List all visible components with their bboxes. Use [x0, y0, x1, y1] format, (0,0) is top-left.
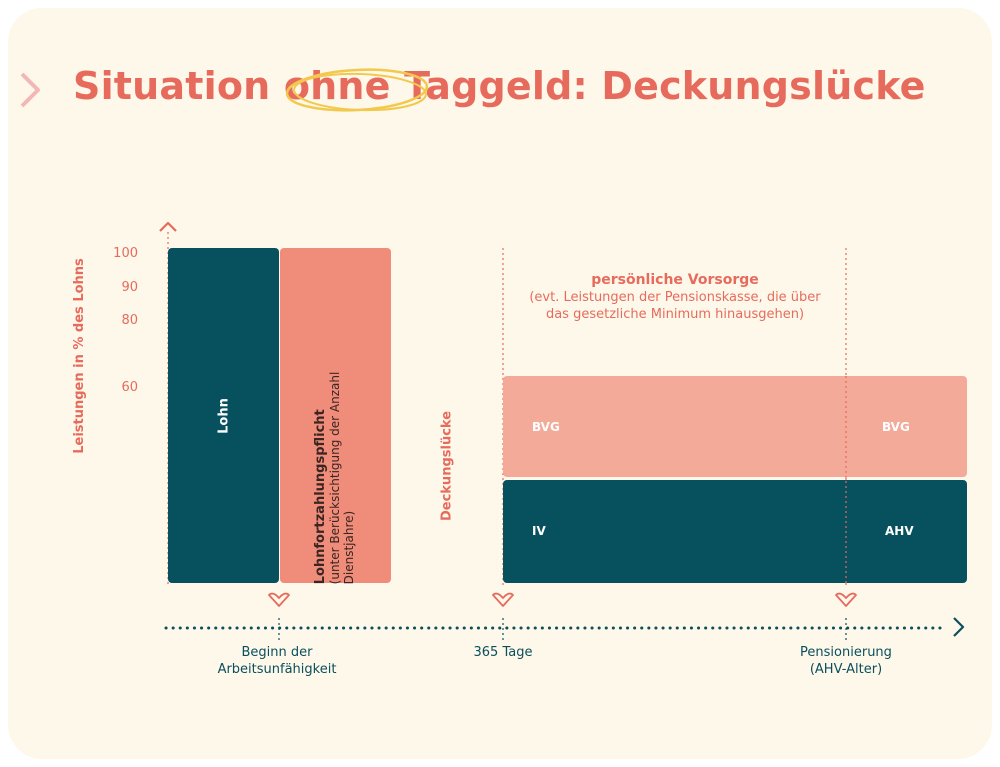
heart-chevron-icon [835, 592, 857, 607]
x-label-pension-line-2: (AHV-Alter) [809, 662, 883, 677]
lohnfortzahlung-title: Lohnfortzahlungspflicht [313, 409, 328, 585]
y-axis-label: Leistungen in % des Lohns [72, 258, 87, 454]
x-label-start-line-2: Arbeitsunfähigkeit [217, 662, 337, 677]
bvg-right-label: BVG [882, 420, 910, 434]
band-divider [845, 376, 847, 583]
chevron-right-icon [20, 72, 40, 108]
title-part-1: Situation [73, 64, 284, 108]
deckungsluecke-label: Deckungslücke [439, 410, 455, 522]
iv-ahv-band [503, 480, 967, 583]
lohnfortzahlung-note-1: (unter Berücksichtigung der Anzahl [328, 371, 342, 585]
x-label-start-line-1: Beginn der [241, 645, 313, 660]
x-label-start: Beginn der Arbeitsunfähigkeit [197, 644, 357, 678]
y-tick-80: 80 [121, 313, 138, 328]
iv-label: IV [532, 524, 546, 538]
y-tick-100: 100 [113, 246, 138, 261]
y-tick-90: 90 [121, 280, 138, 295]
bvg-left-label: BVG [532, 420, 560, 434]
lohnfortzahlung-bar [280, 248, 391, 583]
x-label-pension-line-1: Pensionierung [800, 645, 892, 660]
timeline-axis [164, 618, 942, 640]
x-label-pension: Pensionierung (AHV-Alter) [766, 644, 926, 678]
lohn-bar [168, 248, 279, 583]
arrow-right-icon [953, 617, 965, 637]
lohnfortzahlung-label: Lohnfortzahlungspflicht (unter Berücksic… [313, 371, 356, 585]
heart-chevron-icon [268, 592, 290, 607]
bvg-band [503, 376, 967, 477]
x-label-365: 365 Tage [473, 645, 533, 660]
personal-provision-line-1: (evt. Leistungen der Pensionskasse, die … [529, 290, 821, 305]
y-tick-60: 60 [121, 380, 138, 395]
highlight-scribble [285, 68, 429, 112]
personal-provision-title: persönliche Vorsorge [591, 272, 759, 288]
heart-chevron-icon [492, 592, 514, 607]
ahv-label: AHV [885, 524, 914, 538]
lohnfortzahlung-note-2: Dienstjahre) [342, 510, 356, 585]
page-title: Situation ohne Taggeld: Deckungslücke [73, 64, 926, 108]
chevron-up-icon [159, 221, 177, 232]
personal-provision-block: persönliche Vorsorge (evt. Leistungen de… [504, 271, 846, 323]
title-part-2: Taggeld: Deckungslücke [390, 64, 926, 108]
lohn-label: Lohn [216, 398, 232, 434]
personal-provision-line-2: das gesetzliche Minimum hinausgehen) [545, 307, 805, 322]
